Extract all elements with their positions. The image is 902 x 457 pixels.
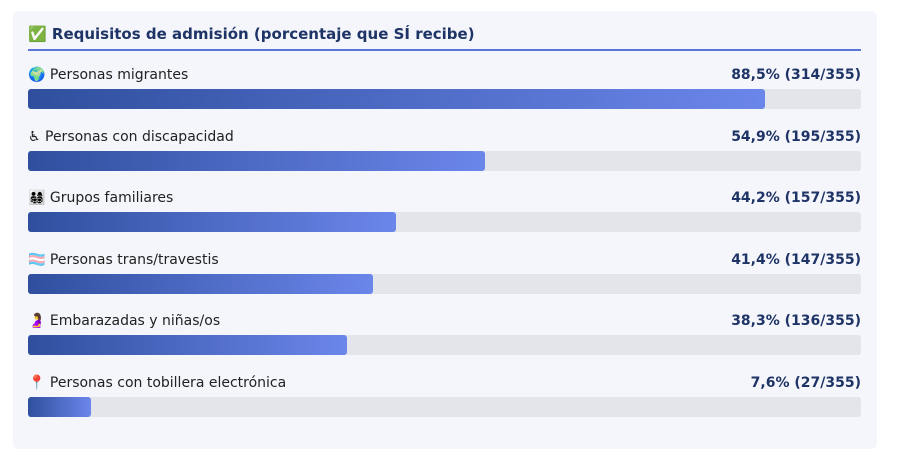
bar-track [28, 89, 861, 109]
bar-track [28, 335, 861, 355]
bar [28, 335, 348, 355]
bar [28, 150, 486, 171]
category-label: 🏳️‍⚧️ Personas trans/travestis [28, 251, 219, 268]
value-label: 41,4% (147/355) [731, 251, 861, 268]
panel: ✅ Requisitos de admisión (porcentaje que… [13, 11, 877, 449]
bar-track [28, 150, 861, 171]
value-label: 7,6% (27/355) [750, 374, 861, 391]
value-label: 88,5% (314/355) [731, 67, 861, 83]
category-label: 👨‍👩‍👧‍👦 Grupos familiares [28, 190, 174, 206]
bar-track [28, 273, 861, 294]
bar [28, 212, 397, 232]
bar-row: 📍 Personas con tobillera electrónica 7,6%… [28, 375, 861, 425]
bar [28, 396, 92, 417]
category-label: 🤰 Embarazadas y niñas/os [28, 313, 221, 329]
value-label: 38,3% (136/355) [731, 313, 861, 329]
category-label: 📍 Personas con tobillera electrónica [28, 374, 287, 391]
chart-title: ✅ Requisitos de admisión (porcentaje que… [28, 25, 861, 51]
category-label: 🌍 Personas migrantes [28, 67, 189, 83]
bar-row: 🤰 Embarazadas y niñas/os 38,3% (136/355) [28, 313, 861, 363]
value-label: 54,9% (195/355) [731, 128, 861, 145]
bar-track [28, 396, 861, 417]
category-label: ♿ Personas con discapacidad [28, 128, 234, 145]
bar-track [28, 212, 861, 232]
value-label: 44,2% (157/355) [731, 190, 861, 206]
bar [28, 89, 766, 109]
bar [28, 273, 373, 294]
bar-row: 👨‍👩‍👧‍👦 Grupos familiares 44,2% (157/355) [28, 190, 861, 240]
bar-row: ♿ Personas con discapacidad 54,9% (195/35… [28, 129, 861, 179]
bar-row: 🌍 Personas migrantes 88,5% (314/355) [28, 67, 861, 117]
bar-row: 🏳️‍⚧️ Personas trans/travestis 41,4% (147… [28, 252, 861, 302]
